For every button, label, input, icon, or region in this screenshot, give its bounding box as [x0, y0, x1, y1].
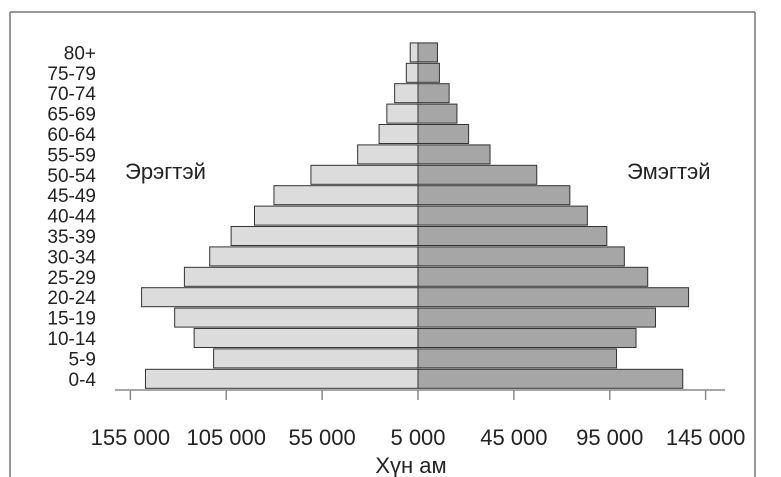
female-bar-30-34: [417, 246, 625, 267]
female-bar-55-59: [417, 144, 491, 165]
female-bar-70-74: [417, 83, 450, 104]
female-bar-75-79: [417, 62, 440, 83]
age-label-0-4: 0-4: [69, 370, 97, 391]
x-tick-label: 45 000: [480, 425, 547, 450]
male-bar-30-34: [209, 246, 419, 267]
age-label-65-69: 65-69: [47, 105, 96, 126]
x-tick-label: 5 000: [390, 425, 445, 450]
female-bar-25-29: [417, 266, 649, 287]
female-bar-65-69: [417, 103, 458, 124]
x-tick-label: 95 000: [576, 425, 643, 450]
age-label-5-9: 5-9: [69, 349, 96, 370]
male-bar-45-49: [273, 185, 419, 206]
female-series-label: Эмэгтэй: [627, 159, 711, 184]
male-bar-5-9: [213, 348, 419, 369]
age-label-60-64: 60-64: [47, 125, 96, 146]
male-bar-70-74: [394, 83, 419, 104]
male-bar-20-24: [141, 287, 419, 308]
female-bar-50-54: [417, 164, 538, 185]
x-tick-label: 145 000: [666, 425, 746, 450]
age-label-15-19: 15-19: [47, 309, 96, 330]
female-bar-40-44: [417, 205, 588, 226]
female-bar-10-14: [417, 328, 637, 348]
age-label-40-44: 40-44: [47, 207, 96, 228]
female-bar-80+: [417, 42, 438, 63]
male-bar-60-64: [378, 124, 419, 144]
female-bar-60-64: [417, 124, 470, 144]
male-bar-40-44: [253, 205, 419, 226]
age-label-55-59: 55-59: [47, 145, 96, 166]
age-labels-group: 0-45-910-1415-1920-2425-2930-3435-3940-4…: [47, 43, 96, 390]
female-bar-35-39: [417, 226, 608, 246]
bars-group: [141, 42, 690, 389]
age-label-70-74: 70-74: [47, 84, 96, 105]
male-bar-80+: [409, 42, 419, 63]
male-bar-75-79: [405, 62, 419, 83]
male-series-label: Эрэгтэй: [125, 159, 206, 184]
age-label-30-34: 30-34: [47, 247, 96, 268]
age-label-20-24: 20-24: [47, 288, 96, 309]
male-bar-15-19: [174, 307, 419, 328]
male-bar-10-14: [193, 328, 419, 348]
female-bar-5-9: [417, 348, 618, 369]
female-bar-45-49: [417, 185, 571, 206]
age-label-45-49: 45-49: [47, 186, 96, 207]
x-tick-label: 155 000: [91, 425, 171, 450]
male-bar-25-29: [183, 266, 419, 287]
age-label-10-14: 10-14: [47, 329, 96, 350]
male-bar-55-59: [357, 144, 419, 165]
x-axis-title: Хүн ам: [375, 453, 446, 477]
age-label-75-79: 75-79: [47, 64, 96, 85]
x-tick-label: 55 000: [288, 425, 355, 450]
x-ticks-group: 155 000 105 000 55 000 5 000 45 000 95 000 145…: [91, 390, 746, 450]
age-label-50-54: 50-54: [47, 166, 96, 187]
female-bar-0-4: [417, 368, 684, 389]
male-bar-35-39: [230, 226, 419, 246]
x-tick-label: 105 000: [186, 425, 266, 450]
male-bar-50-54: [310, 164, 419, 185]
age-label-25-29: 25-29: [47, 268, 96, 289]
age-label-35-39: 35-39: [47, 227, 96, 248]
female-bar-15-19: [417, 307, 656, 328]
female-bar-20-24: [417, 287, 690, 308]
male-bar-65-69: [386, 103, 419, 124]
male-bar-0-4: [144, 368, 419, 389]
age-label-80+: 80+: [64, 43, 96, 64]
